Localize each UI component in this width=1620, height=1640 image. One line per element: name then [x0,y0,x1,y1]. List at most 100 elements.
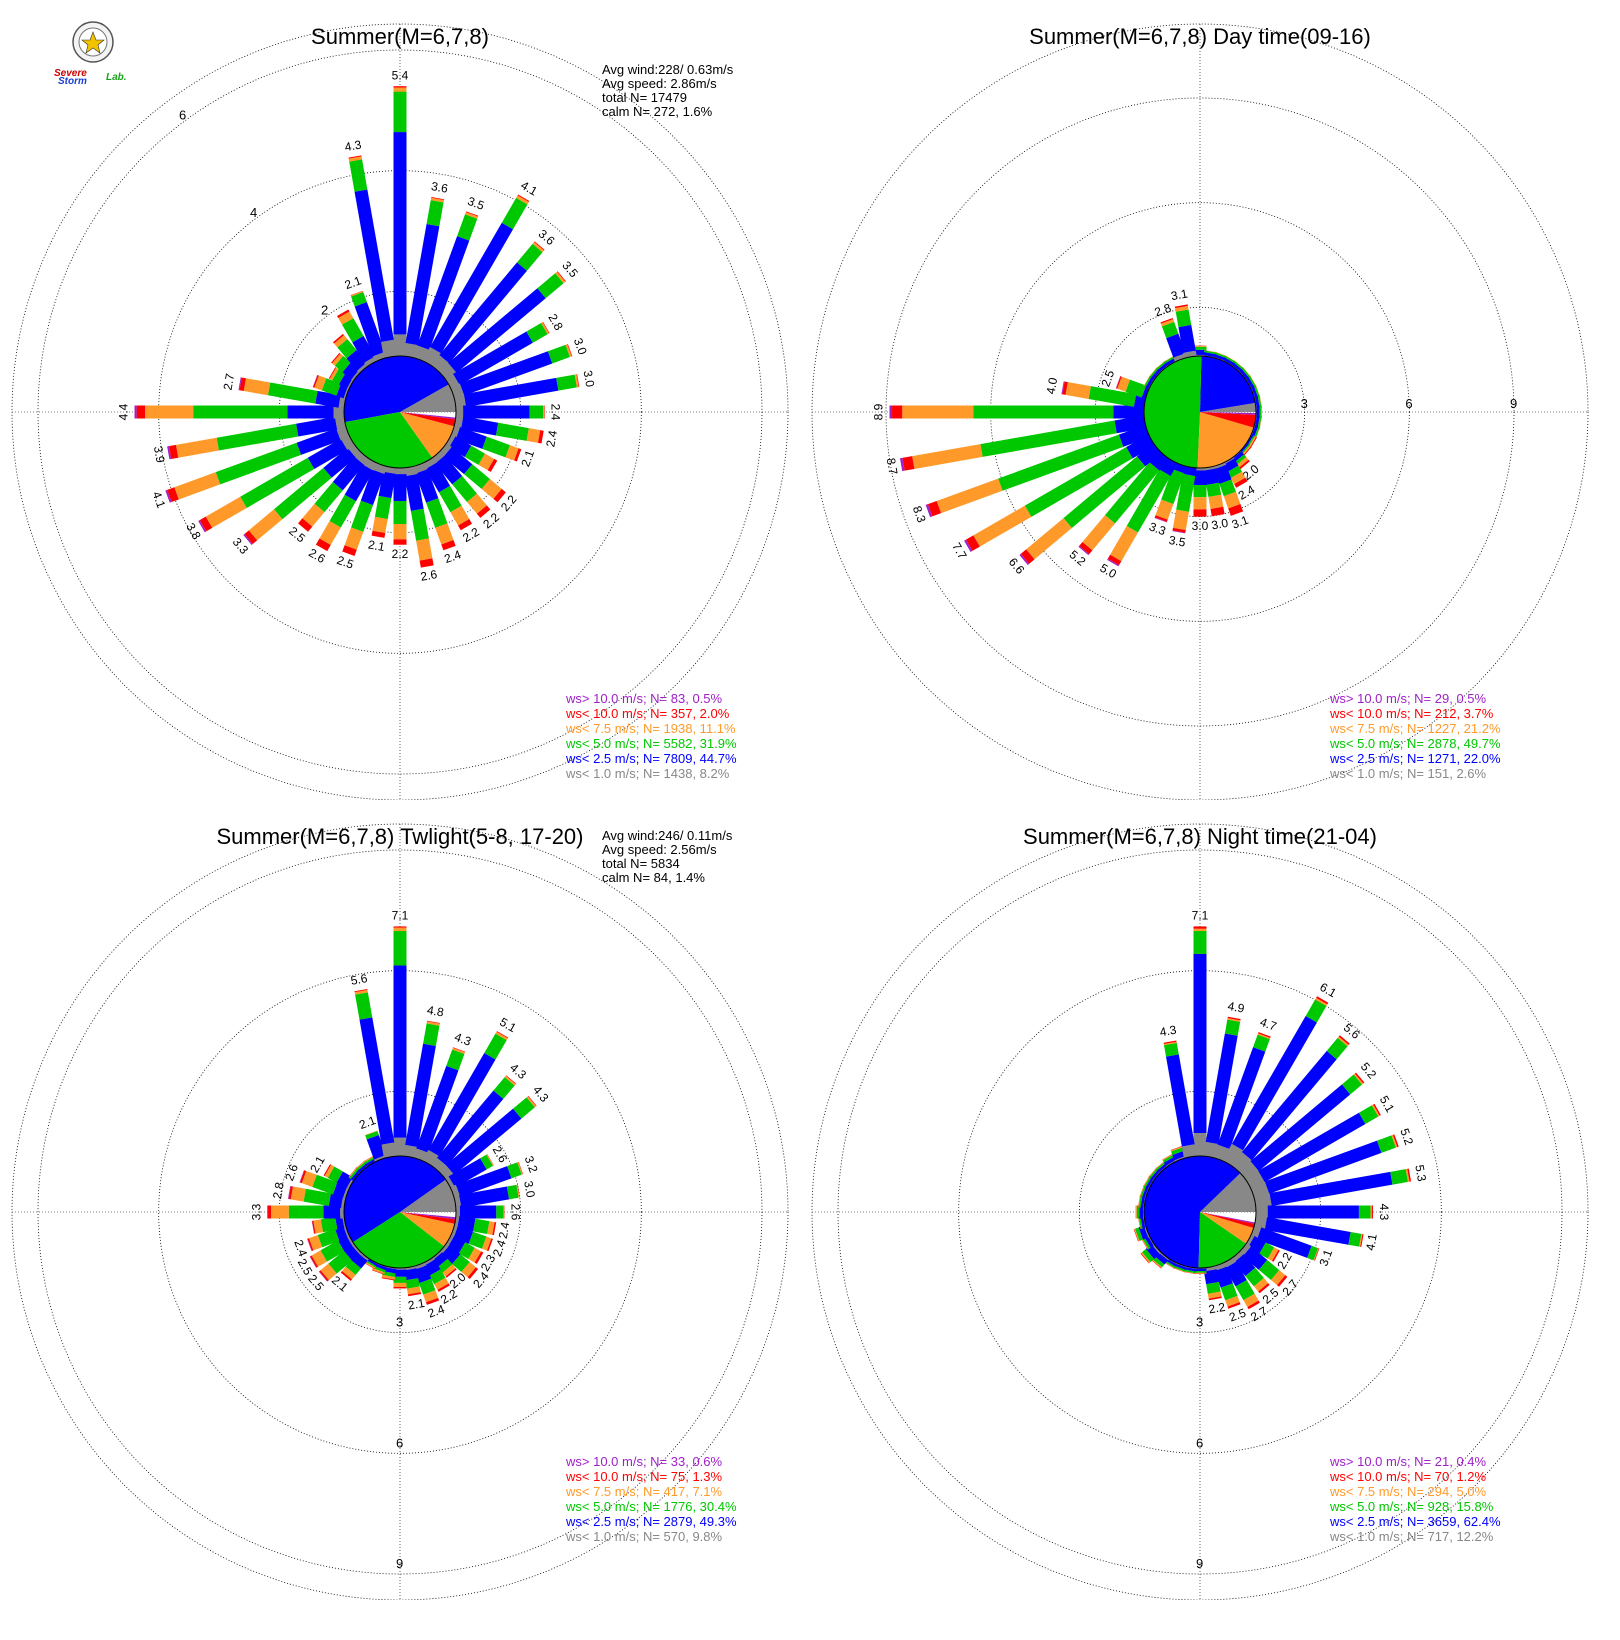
bar-label: 2.2 [1208,1300,1227,1317]
bar-label: 2.5 [1227,1306,1248,1325]
bar-segment [1407,1168,1412,1182]
bar-label: 3.0 [1210,516,1229,533]
bar-segment [1019,553,1030,565]
bar-segment [1233,360,1245,371]
bar-segment [1214,352,1228,359]
bar-segment [899,457,905,472]
bar-segment [312,1174,338,1195]
bar-segment [1377,1135,1396,1153]
bar-segment [443,446,473,475]
bar-segment [430,197,444,203]
bar-segment [240,457,315,509]
bar-segment [393,91,407,133]
pie-slice [1143,356,1202,468]
bar-segment [288,1205,324,1219]
bar-segment [973,505,1032,547]
bar-segment [1139,1205,1143,1219]
bar-segment [243,534,253,545]
bar-110 [1250,1225,1320,1261]
bar-segment [1264,1217,1351,1245]
pie-slice [1197,412,1254,468]
bar-segment [342,318,364,343]
bar-segment [1220,1283,1238,1301]
legend-entry: ws< 7.5 m/s; N= 417, 7.1% [565,1484,723,1499]
bar-label: 2.1 [407,1296,426,1313]
bar-label: 8.7 [884,457,901,476]
bar-segment [348,156,363,162]
bar-segment [1203,1266,1217,1272]
bar-150 [1222,457,1248,488]
bar-segment [565,344,572,358]
bar-segment [215,442,302,485]
bar-segment [1255,426,1261,440]
bar-segment [348,155,362,159]
bar-segment [323,1205,341,1219]
ring-label: 6 [1405,396,1412,411]
bar-segment [1024,447,1133,517]
bar-segment [543,405,545,419]
bar-segment [1193,485,1207,498]
calm-pie [1143,356,1256,468]
bar-segment [1107,558,1119,567]
bar-segment [354,989,368,995]
bar-180 [393,1268,407,1289]
bar-segment [405,1278,420,1289]
bar-label: 4.8 [426,1003,445,1020]
bar-segment [1337,1036,1349,1047]
bar-segment [287,1186,291,1199]
bar-segment [1203,466,1217,471]
bar-segment [1391,1134,1398,1148]
bar-segment [382,1266,397,1274]
pie-slice [400,1212,455,1247]
bar-segment [1267,1247,1279,1262]
bar-segment [351,292,367,307]
bar-segment [405,223,440,346]
legend-entry: ws< 10.0 m/s; N= 70, 1.2% [1329,1469,1487,1484]
bar-290 [312,374,350,399]
bar-segment [393,1268,407,1270]
bar-label: 3.1 [1230,513,1251,532]
bar-170 [403,1266,422,1297]
bar-segment [348,1167,358,1178]
bar-segment [310,1255,319,1268]
bar-segment [268,1205,272,1219]
bar-segment [351,500,374,532]
legend-entry: ws< 7.5 m/s; N= 294, 5.0% [1329,1484,1487,1499]
bar-segment [1316,996,1329,1005]
bar-segment [1224,355,1237,364]
bar-segment [487,458,498,472]
bar-segment [308,1235,323,1251]
bar-segment [1137,1194,1141,1208]
bar-segment [365,1130,379,1140]
bar-segment [393,500,407,525]
bar-segment [381,1142,397,1158]
bar-segment [1140,1252,1151,1263]
bar-segment [393,1269,407,1277]
bar-segment [1178,324,1196,353]
bar-140 [1231,1250,1270,1294]
bar-segment [1193,497,1207,510]
bar-segment [1136,1205,1137,1219]
bar-segment [1203,1269,1219,1285]
bar-segment [456,405,464,419]
bar-segment [1242,1246,1268,1270]
bar-segment [1256,1205,1268,1219]
stat-line: Avg speed: 2.86m/s [602,76,717,91]
bar-200 [342,462,387,556]
bar-segment [1254,395,1260,409]
bar-segment [936,478,1003,514]
legend-entry: ws< 2.5 m/s; N= 2879, 49.3% [565,1514,737,1529]
bar-segment [174,472,221,500]
bar-220 [1078,450,1169,556]
bar-segment [321,378,341,396]
bar-segment [1148,1167,1157,1178]
bar-segment [332,369,346,385]
bar-segment [486,1238,493,1252]
bar-segment [423,1023,440,1046]
bar-segment [198,520,207,533]
bar-segment [912,444,983,469]
bar-segment [426,498,448,528]
stat-line: total N= 17479 [602,90,687,105]
bar-segment [1370,1205,1372,1219]
